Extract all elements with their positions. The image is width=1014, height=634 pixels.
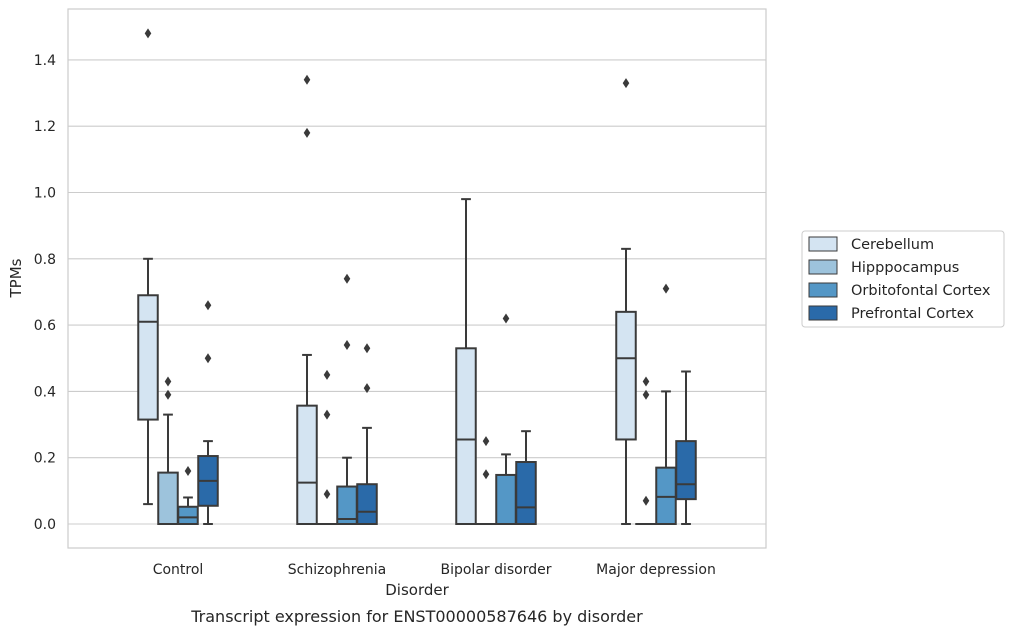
- box-prefrontal-cortex: [515, 430, 537, 525]
- box-prefrontal-cortex: [356, 343, 378, 525]
- legend-swatch: [808, 282, 838, 298]
- x-tick-label: Schizophrenia: [288, 562, 386, 578]
- box-body: [675, 440, 697, 501]
- legend-label: Hipppocampus: [851, 260, 959, 276]
- outlier-point: [303, 127, 311, 138]
- box-orbitofontal-cortex: [655, 283, 677, 525]
- box-orbitofontal-cortex: [177, 465, 199, 525]
- legend-swatch: [808, 259, 838, 275]
- box-prefrontal-cortex: [197, 300, 219, 525]
- y-tick-labels: 0.0 0.2 0.4 0.6 0.8 1.0 1.2 1.4: [34, 53, 56, 533]
- outlier-point: [204, 353, 212, 364]
- outlier-point: [502, 313, 510, 324]
- x-tick-label: Major depression: [596, 562, 716, 578]
- outlier-point: [323, 369, 331, 380]
- plot-frame: [67, 8, 767, 549]
- outlier-point: [323, 409, 331, 420]
- box-cerebellum: [455, 198, 477, 525]
- chart-caption: Transcript expression for ENST0000058764…: [190, 607, 643, 626]
- box-body: [615, 310, 637, 441]
- box-body: [296, 404, 318, 526]
- legend-label: Orbitofontal Cortex: [851, 283, 991, 299]
- legend-label: Prefrontal Cortex: [851, 306, 974, 322]
- box-hipppocampus: [157, 376, 179, 525]
- legend-swatch: [808, 236, 838, 252]
- x-tick-label: Bipolar disorder: [440, 562, 551, 578]
- y-tick-label: 0.6: [34, 318, 56, 334]
- box-orbitofontal-cortex: [336, 273, 358, 525]
- outlier-point: [164, 389, 172, 400]
- box-body: [455, 347, 477, 525]
- box-body: [177, 505, 199, 525]
- outlier-point: [642, 389, 650, 400]
- box-series: [137, 28, 697, 526]
- box-orbitofontal-cortex: [495, 313, 517, 525]
- outlier-point: [662, 283, 670, 294]
- y-tick-label: 0.8: [34, 252, 56, 268]
- outlier-point: [642, 376, 650, 387]
- outlier-point: [303, 74, 311, 85]
- x-tick-label: Control: [153, 562, 204, 578]
- y-tick-label: 1.4: [34, 53, 56, 69]
- y-tick-label: 1.0: [34, 186, 56, 202]
- box-hipppocampus: [635, 376, 657, 526]
- box-body: [495, 473, 517, 525]
- box-cerebellum: [296, 74, 318, 526]
- outlier-point: [164, 376, 172, 387]
- y-tick-label: 0.0: [34, 517, 56, 533]
- box-prefrontal-cortex: [675, 370, 697, 525]
- outlier-point: [363, 343, 371, 354]
- box-body: [515, 461, 537, 525]
- box-hipppocampus: [475, 436, 497, 526]
- box-hipppocampus: [316, 369, 338, 526]
- outlier-point: [343, 273, 351, 284]
- y-axis-title: TPMs: [7, 258, 25, 298]
- x-tick-labels: Control Schizophrenia Bipolar disorder Majo…: [153, 562, 716, 578]
- box-cerebellum: [615, 78, 637, 525]
- legend-frame: [801, 230, 1005, 328]
- outlier-point: [363, 383, 371, 394]
- y-tick-label: 0.4: [34, 384, 56, 400]
- x-axis-title: Disorder: [385, 581, 449, 599]
- outlier-point: [184, 465, 192, 476]
- legend-swatch: [808, 305, 838, 321]
- outlier-point: [323, 489, 331, 500]
- outlier-point: [642, 495, 650, 506]
- box-body: [137, 294, 159, 421]
- box-body: [356, 483, 378, 525]
- y-tick-label: 0.2: [34, 451, 56, 467]
- outlier-point: [343, 339, 351, 350]
- legend: Cerebellum Hipppocampus Orbitofontal Corte…: [801, 230, 1005, 328]
- legend-label: Cerebellum: [851, 237, 934, 253]
- outlier-point: [482, 436, 490, 447]
- outlier-point: [482, 469, 490, 480]
- outlier-point: [204, 300, 212, 311]
- outlier-point: [622, 78, 630, 89]
- box-cerebellum: [137, 28, 159, 506]
- outlier-point: [144, 28, 152, 39]
- grid-lines: [68, 59, 766, 525]
- y-tick-label: 1.2: [34, 119, 56, 135]
- box-body: [157, 471, 179, 525]
